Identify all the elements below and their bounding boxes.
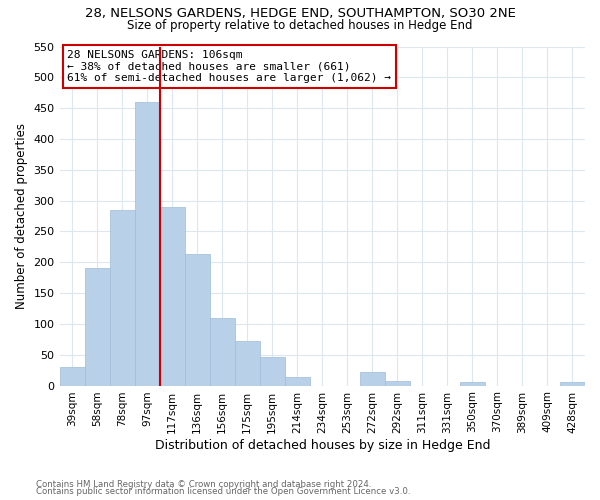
Bar bbox=[560, 382, 585, 386]
Bar bbox=[59, 367, 85, 386]
Y-axis label: Number of detached properties: Number of detached properties bbox=[15, 123, 28, 309]
Text: Contains public sector information licensed under the Open Government Licence v3: Contains public sector information licen… bbox=[36, 488, 410, 496]
X-axis label: Distribution of detached houses by size in Hedge End: Distribution of detached houses by size … bbox=[155, 440, 490, 452]
Text: Contains HM Land Registry data © Crown copyright and database right 2024.: Contains HM Land Registry data © Crown c… bbox=[36, 480, 371, 489]
Bar bbox=[385, 380, 410, 386]
Text: Size of property relative to detached houses in Hedge End: Size of property relative to detached ho… bbox=[127, 18, 473, 32]
Bar bbox=[460, 382, 485, 386]
Bar bbox=[360, 372, 385, 386]
Bar bbox=[285, 377, 310, 386]
Bar bbox=[235, 340, 260, 386]
Bar bbox=[260, 357, 285, 386]
Bar bbox=[85, 268, 110, 386]
Text: 28, NELSONS GARDENS, HEDGE END, SOUTHAMPTON, SO30 2NE: 28, NELSONS GARDENS, HEDGE END, SOUTHAMP… bbox=[85, 8, 515, 20]
Bar bbox=[160, 207, 185, 386]
Bar bbox=[185, 254, 209, 386]
Bar bbox=[110, 210, 134, 386]
Text: 28 NELSONS GARDENS: 106sqm
← 38% of detached houses are smaller (661)
61% of sem: 28 NELSONS GARDENS: 106sqm ← 38% of deta… bbox=[67, 50, 391, 83]
Bar bbox=[134, 102, 160, 386]
Bar bbox=[209, 318, 235, 386]
